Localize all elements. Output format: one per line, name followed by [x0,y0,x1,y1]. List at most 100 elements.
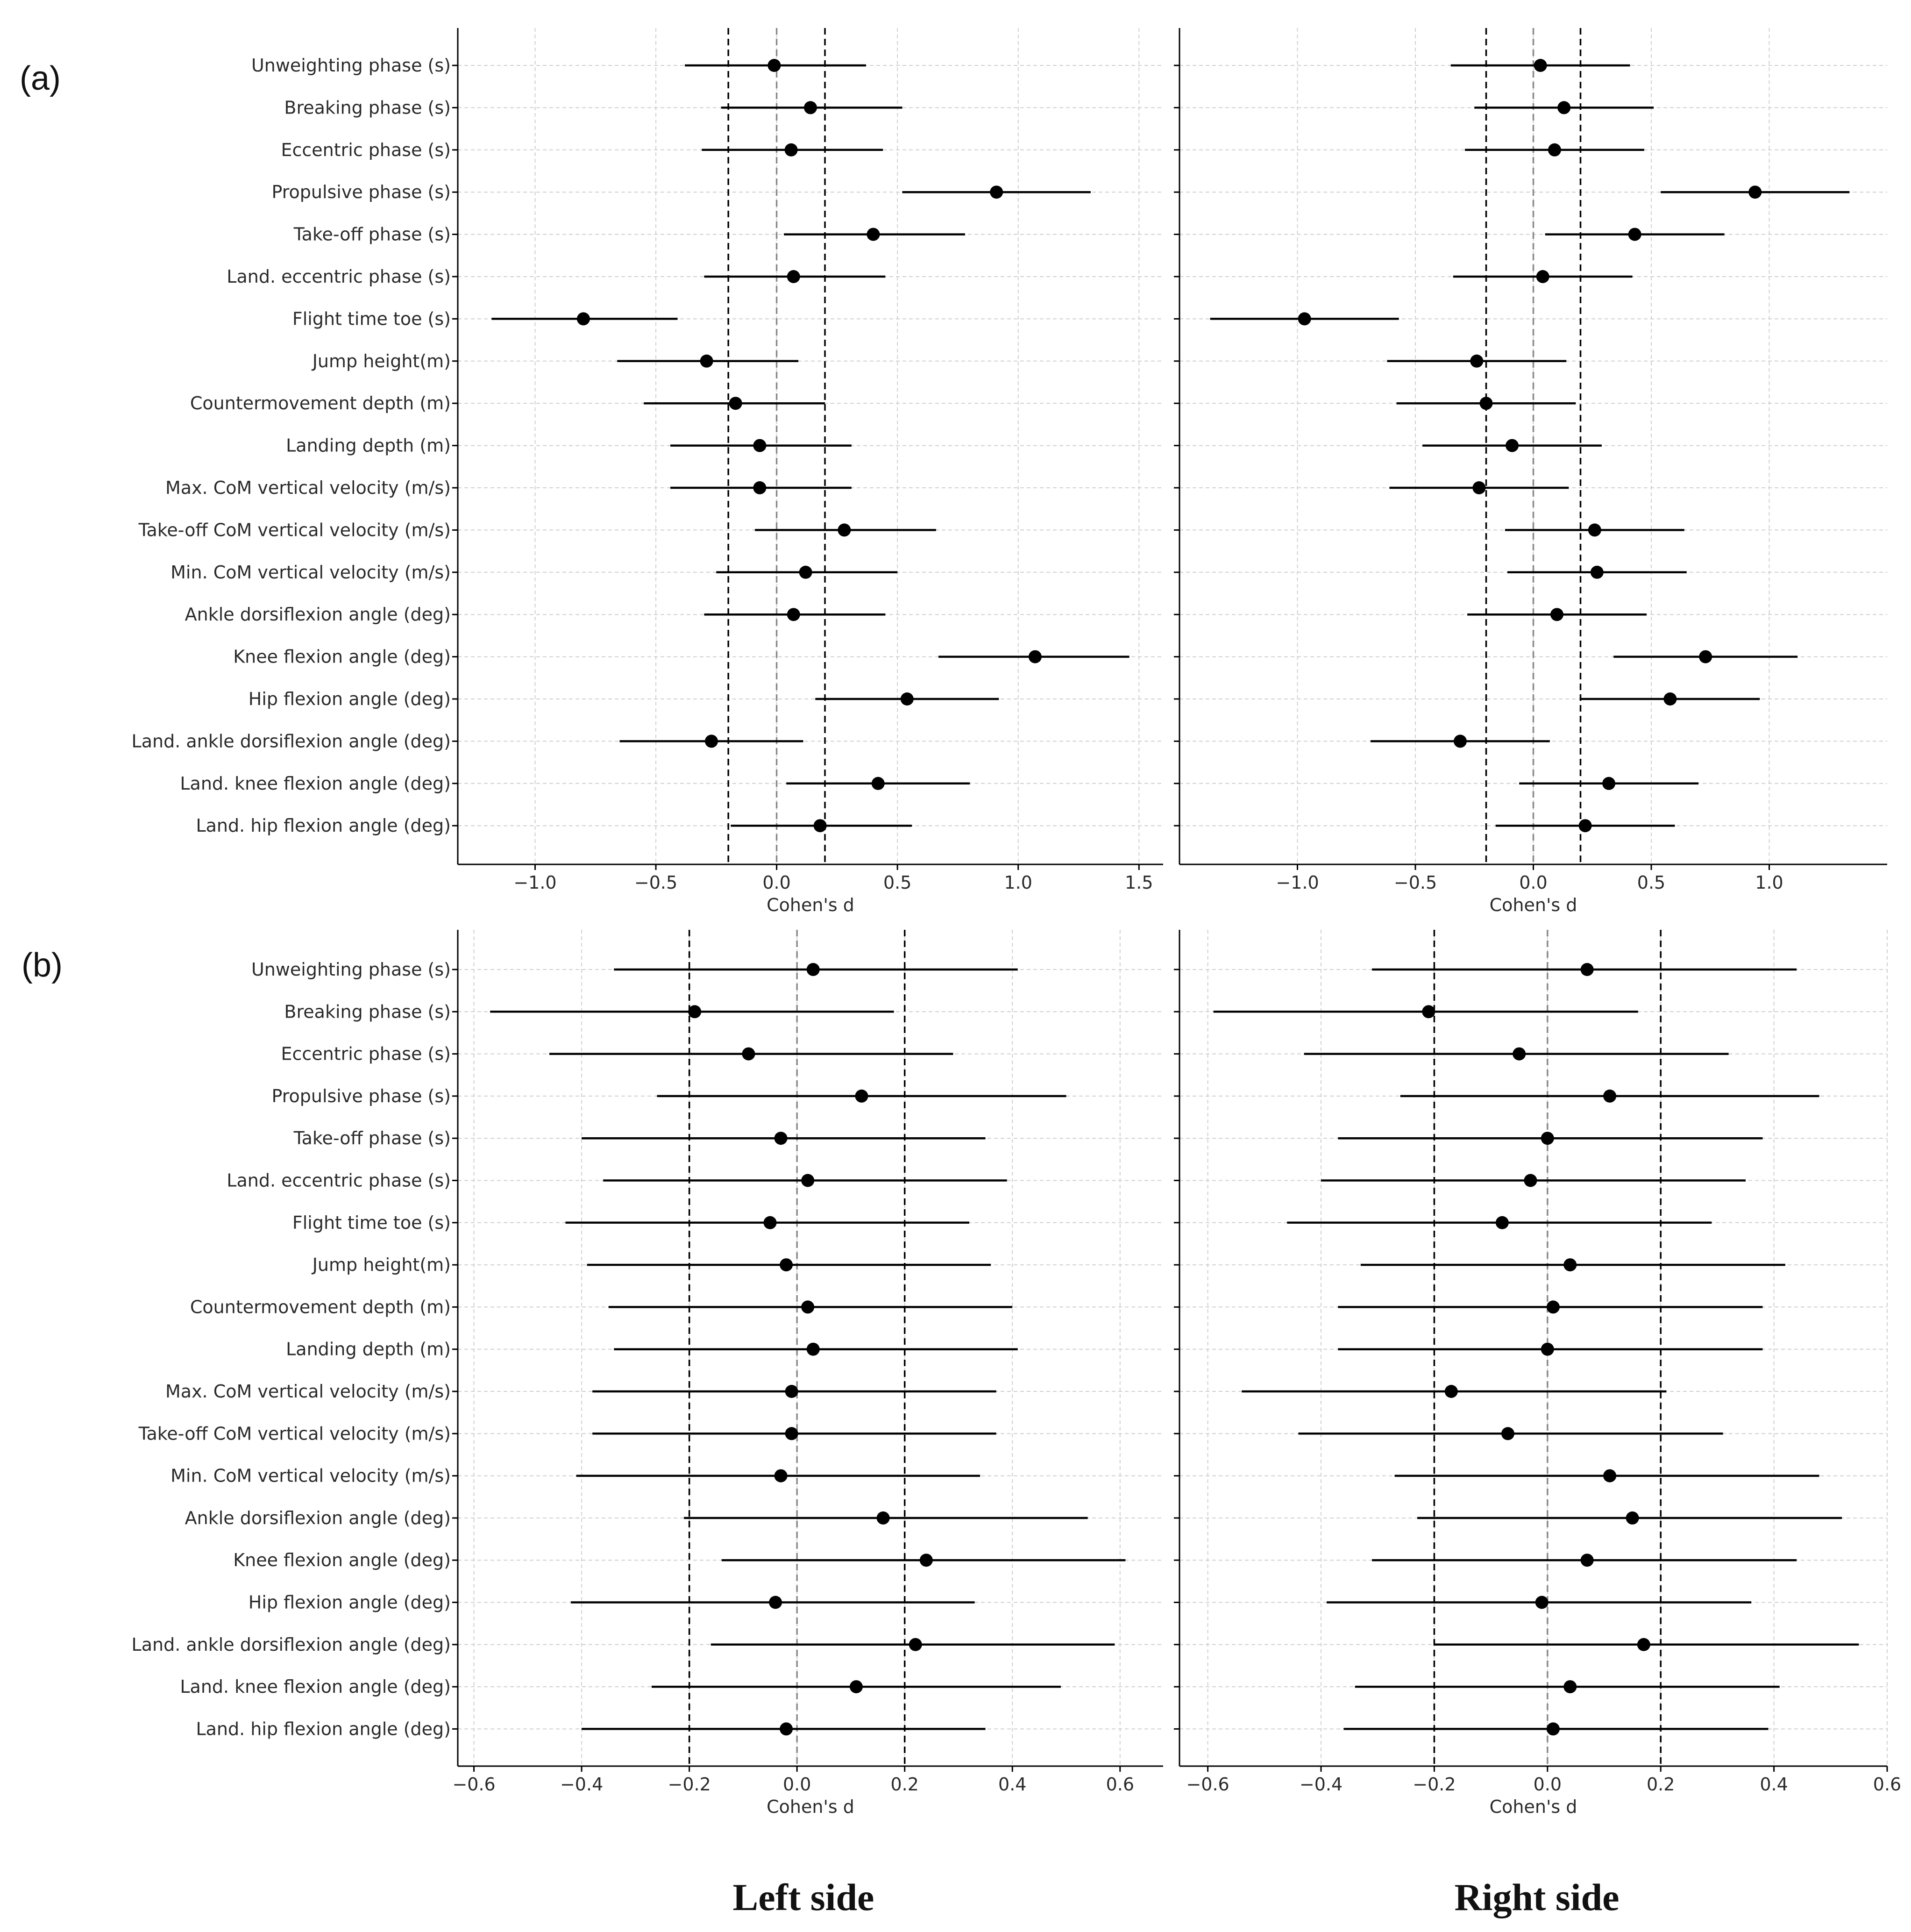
x-tick-label-a-left-0: −1.0 [513,872,556,893]
point-estimate-a-right-11 [1588,523,1601,537]
category-label-a-14: Knee flexion angle (deg) [233,647,451,667]
category-labels-a: Unweighting phase (s) Breaking phase (s) E… [132,55,451,836]
category-label-a-7: Jump height(m) [312,351,451,371]
category-label-b-5: Land. eccentric phase (s) [227,1170,451,1191]
point-estimate-b-right-18 [1546,1722,1560,1736]
point-estimate-a-right-5 [1536,270,1549,283]
point-estimate-a-right-6 [1298,312,1311,326]
point-estimate-a-right-10 [1472,481,1486,494]
category-label-a-3: Propulsive phase (s) [271,182,451,202]
category-label-b-3: Propulsive phase (s) [271,1086,451,1106]
category-label-a-1: Breaking phase (s) [284,97,451,118]
x-tick-label-b-right-3: 0.0 [1534,1774,1562,1795]
point-estimate-a-left-10 [753,481,767,494]
point-estimate-a-right-16 [1453,734,1467,748]
category-label-a-0: Unweighting phase (s) [251,55,451,76]
point-estimate-b-right-2 [1513,1047,1526,1061]
point-estimate-b-right-1 [1422,1005,1435,1019]
category-label-b-8: Countermovement depth (m) [190,1297,451,1317]
point-estimate-a-right-1 [1557,101,1571,114]
point-estimate-b-left-1 [688,1005,702,1019]
point-estimate-b-right-8 [1546,1300,1560,1314]
x-tick-label-b-right-1: −0.4 [1300,1774,1343,1795]
x-tick-label-b-right-5: 0.4 [1760,1774,1788,1795]
point-estimate-b-right-10 [1444,1385,1458,1398]
x-tick-label-a-right-3: 0.5 [1637,872,1665,893]
point-estimate-a-left-18 [813,819,827,833]
point-estimate-a-left-12 [799,565,812,579]
point-estimate-a-right-17 [1602,777,1616,790]
category-label-b-10: Max. CoM vertical velocity (m/s) [165,1381,451,1402]
point-estimate-a-left-16 [704,734,718,748]
category-label-b-15: Hip flexion angle (deg) [249,1592,451,1613]
point-estimate-b-left-17 [849,1680,863,1694]
x-axis-label-a-left: Cohen's d [767,895,854,915]
category-label-b-0: Unweighting phase (s) [251,959,451,980]
point-estimate-a-left-0 [767,59,781,72]
x-tick-label-a-right-4: 1.0 [1755,872,1783,893]
point-estimate-b-right-14 [1580,1554,1594,1567]
x-tick-label-b-left-3: 0.0 [783,1774,811,1795]
category-label-a-6: Flight time toe (s) [292,308,451,329]
point-estimate-b-left-7 [780,1258,793,1272]
category-label-a-13: Ankle dorsiflexion angle (deg) [185,604,451,625]
category-label-a-9: Landing depth (m) [286,435,451,456]
category-label-a-12: Min. CoM vertical velocity (m/s) [170,562,451,583]
point-estimate-a-right-12 [1590,565,1604,579]
category-label-a-10: Max. CoM vertical velocity (m/s) [165,478,451,498]
x-tick-label-a-right-0: −1.0 [1276,872,1319,893]
point-estimate-b-right-13 [1626,1511,1639,1525]
point-estimate-b-left-5 [801,1174,815,1187]
x-tick-label-b-left-5: 0.4 [998,1774,1026,1795]
point-estimate-a-left-13 [787,608,800,621]
category-labels-b: Unweighting phase (s) Breaking phase (s) E… [132,959,451,1739]
point-estimate-b-left-12 [774,1469,788,1483]
category-label-a-17: Land. knee flexion angle (deg) [180,773,451,794]
category-label-b-16: Land. ankle dorsiflexion angle (deg) [132,1634,451,1655]
point-estimate-a-left-6 [576,312,590,326]
point-estimate-a-left-11 [838,523,851,537]
point-estimate-a-right-3 [1748,185,1762,199]
point-estimate-a-right-2 [1548,143,1561,157]
point-estimate-a-right-4 [1628,228,1641,241]
category-label-a-11: Take-off CoM vertical velocity (m/s) [138,520,451,540]
x-tick-label-b-right-2: −0.2 [1413,1774,1456,1795]
point-estimate-b-right-0 [1580,963,1594,976]
x-tick-label-a-left-5: 1.5 [1125,872,1153,893]
point-estimate-b-left-6 [763,1216,777,1229]
point-estimate-b-left-15 [769,1596,782,1609]
point-estimate-b-right-9 [1541,1342,1554,1356]
category-label-b-13: Ankle dorsiflexion angle (deg) [185,1508,451,1528]
category-label-a-2: Eccentric phase (s) [281,140,451,160]
point-estimate-a-left-14 [1028,650,1042,663]
point-estimate-b-right-17 [1563,1680,1577,1694]
category-label-b-1: Breaking phase (s) [284,1001,451,1022]
point-estimate-a-right-9 [1506,439,1519,452]
x-tick-label-b-right-6: 0.6 [1873,1774,1901,1795]
category-label-b-2: Eccentric phase (s) [281,1044,451,1064]
category-label-b-18: Land. hip flexion angle (deg) [196,1718,451,1739]
panel-label-b: (b) [21,947,63,984]
category-label-a-16: Land. ankle dorsiflexion angle (deg) [132,731,451,751]
point-estimate-a-left-4 [867,228,880,241]
x-tick-label-b-left-1: −0.4 [560,1774,603,1795]
forest-plot-a-left: −1.0 −0.5 0.0 0.5 1.0 1.5 Cohen's d [452,28,1163,915]
point-estimate-b-left-8 [801,1300,815,1314]
point-estimate-b-right-12 [1603,1469,1617,1483]
point-estimate-a-right-0 [1534,59,1547,72]
point-estimate-a-left-8 [729,397,742,410]
point-estimate-a-right-18 [1578,819,1592,833]
panel-label-a: (a) [20,60,61,97]
category-label-a-18: Land. hip flexion angle (deg) [196,815,451,836]
category-label-b-6: Flight time toe (s) [292,1212,451,1233]
point-estimate-b-right-5 [1524,1174,1537,1187]
point-estimate-b-left-9 [806,1342,820,1356]
point-estimate-b-right-16 [1637,1638,1650,1651]
x-tick-label-b-right-4: 0.2 [1647,1774,1675,1795]
point-estimate-a-left-17 [871,777,885,790]
x-tick-label-b-left-0: −0.6 [452,1774,495,1795]
point-estimate-b-left-2 [742,1047,755,1061]
x-tick-label-b-left-4: 0.2 [890,1774,918,1795]
point-estimate-a-left-3 [990,185,1003,199]
point-estimate-a-right-14 [1699,650,1712,663]
